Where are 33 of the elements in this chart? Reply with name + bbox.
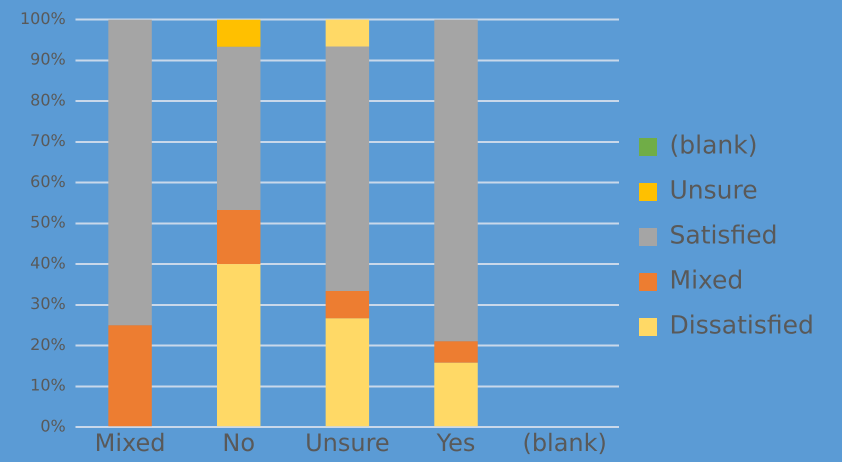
- bar: [326, 46, 370, 292]
- y-tick-label: 50%: [30, 212, 66, 232]
- y-tick-label: 70%: [30, 131, 66, 150]
- bar: [434, 362, 478, 426]
- x-tick-label: No: [222, 428, 256, 457]
- x-tick-label: Mixed: [94, 428, 166, 457]
- bar: [216, 210, 260, 264]
- legend-label: Mixed: [670, 266, 744, 294]
- bar: [108, 20, 152, 326]
- bar: [326, 318, 370, 426]
- y-tick-label: 100%: [20, 8, 66, 28]
- legend-label: Dissatisfied: [670, 310, 814, 340]
- bar: [326, 291, 370, 318]
- y-tick-label: 10%: [30, 376, 66, 395]
- y-tick-label: 40%: [30, 253, 66, 272]
- legend-label: Unsure: [670, 176, 758, 204]
- legend-label: (blank): [670, 130, 758, 160]
- bar: [434, 20, 478, 342]
- y-tick-label: 0%: [40, 416, 66, 436]
- y-tick-label: 20%: [30, 334, 66, 354]
- y-tick-label: 60%: [30, 172, 66, 191]
- x-tick-label: (blank): [522, 428, 607, 457]
- x-tick-label: Yes: [436, 428, 476, 457]
- legend-label: Satisfied: [670, 220, 778, 250]
- bar: [216, 264, 260, 426]
- bar: [108, 325, 152, 426]
- bar: [216, 46, 260, 210]
- bar: [434, 341, 478, 363]
- y-tick-label: 30%: [30, 294, 66, 314]
- y-tick-label: 80%: [30, 90, 66, 110]
- bar: [216, 20, 260, 47]
- y-tick-label: 90%: [30, 50, 66, 69]
- x-tick-label: Unsure: [305, 428, 390, 457]
